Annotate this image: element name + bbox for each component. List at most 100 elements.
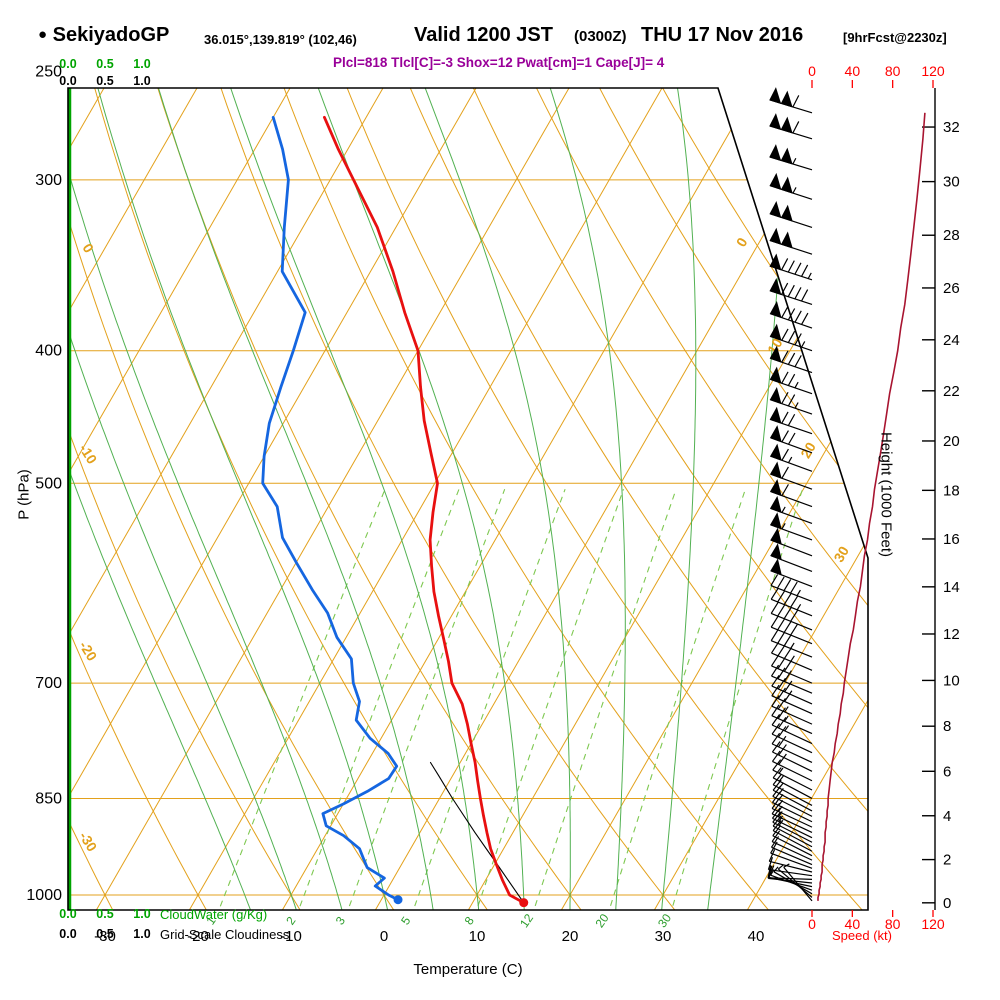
parcel-line xyxy=(429,761,525,904)
svg-text:24: 24 xyxy=(943,332,960,349)
valid-time-utc: (0300Z) xyxy=(574,28,627,45)
pressure-tick-labels: 250 300 400 500 700 850 1000 xyxy=(26,64,62,904)
wind-barbs xyxy=(767,87,813,902)
page-title: ● SekiyadoGP xyxy=(38,24,169,47)
temperature-profile xyxy=(322,115,526,905)
cloud-tick: 0.0 xyxy=(59,74,77,88)
temperature-tick-labels: -30 -20 -10 0 10 20 30 40 xyxy=(94,928,764,945)
valid-time: Valid 1200 JST xyxy=(414,24,553,46)
surface-marker xyxy=(393,895,403,905)
svg-text:250: 250 xyxy=(35,64,62,81)
cloud-tick: 0.5 xyxy=(96,927,114,941)
cloud-tick: 0.0 xyxy=(59,57,77,71)
svg-text:12: 12 xyxy=(517,911,536,930)
cloud-tick: 0.0 xyxy=(59,927,77,941)
cloudwater-scale-bottom: 0.0 0.5 1.0 xyxy=(54,907,156,921)
svg-text:2: 2 xyxy=(943,852,951,869)
cloudwater-axis-title: CloudWater (g/Kg) xyxy=(160,907,268,922)
height-axis-title: Height (1000 Feet) xyxy=(877,431,895,558)
cloud-tick: 0.5 xyxy=(96,74,114,88)
svg-text:120: 120 xyxy=(921,63,945,79)
svg-text:30: 30 xyxy=(943,174,960,191)
svg-text:18: 18 xyxy=(943,482,960,499)
cloud-tick: 0.5 xyxy=(96,57,114,71)
station-name: SekiyadoGP xyxy=(52,24,170,46)
svg-text:4: 4 xyxy=(943,808,951,825)
cloud-tick: 1.0 xyxy=(133,57,151,71)
cloud-tick: 1.0 xyxy=(133,927,151,941)
temperature-axis-title: Temperature (C) xyxy=(413,961,523,978)
svg-text:12: 12 xyxy=(943,626,960,643)
svg-text:8: 8 xyxy=(943,718,951,735)
svg-text:300: 300 xyxy=(35,172,62,189)
svg-text:80: 80 xyxy=(885,916,901,932)
svg-text:-20: -20 xyxy=(187,928,209,945)
svg-text:400: 400 xyxy=(35,343,62,360)
grid-lines xyxy=(68,88,868,910)
svg-text:-30: -30 xyxy=(94,928,116,945)
svg-text:3: 3 xyxy=(333,914,348,928)
svg-text:20: 20 xyxy=(943,433,960,450)
svg-text:26: 26 xyxy=(943,280,960,297)
svg-text:14: 14 xyxy=(943,579,960,596)
svg-text:0: 0 xyxy=(733,235,751,250)
cloud-tick: 1.0 xyxy=(133,907,151,921)
forecast-note: [9hrFcst@2230z] xyxy=(843,30,947,45)
cloudiness-scale-top: 0.0 0.5 1.0 xyxy=(54,74,156,88)
station-bullet-icon: ● xyxy=(38,26,48,43)
svg-text:5: 5 xyxy=(398,914,413,928)
svg-text:500: 500 xyxy=(35,475,62,492)
svg-text:2: 2 xyxy=(283,914,298,928)
pressure-axis-title: P (hPa) xyxy=(15,469,33,520)
svg-text:40: 40 xyxy=(845,63,861,79)
svg-text:20: 20 xyxy=(562,928,579,945)
surface-marker xyxy=(519,898,529,908)
svg-text:10: 10 xyxy=(943,672,960,689)
svg-text:16: 16 xyxy=(943,531,960,548)
svg-text:-10: -10 xyxy=(76,441,100,467)
cloudiness-axis-title: Grid-Scale Cloudiness xyxy=(160,927,290,942)
svg-text:28: 28 xyxy=(943,227,960,244)
svg-text:0: 0 xyxy=(943,895,951,912)
svg-text:30: 30 xyxy=(655,928,672,945)
svg-text:6: 6 xyxy=(943,763,951,780)
svg-text:40: 40 xyxy=(845,916,861,932)
svg-text:0: 0 xyxy=(808,63,816,79)
wind-speed-profile xyxy=(817,112,926,901)
plot-border xyxy=(67,87,869,911)
svg-text:10: 10 xyxy=(764,335,786,357)
svg-text:-30: -30 xyxy=(76,829,100,855)
station-coordinates: 36.015°,139.819° (102,46) xyxy=(204,32,357,47)
cloud-tick: 1.0 xyxy=(133,74,151,88)
svg-text:22: 22 xyxy=(943,383,960,400)
svg-text:30: 30 xyxy=(830,543,852,565)
svg-text:850: 850 xyxy=(35,790,62,807)
svg-text:20: 20 xyxy=(797,439,819,461)
svg-text:-20: -20 xyxy=(76,638,100,664)
cloud-tick: 0.0 xyxy=(59,907,77,921)
valid-date: THU 17 Nov 2016 xyxy=(641,24,804,46)
dewpoint-profile xyxy=(261,115,400,902)
stability-indices: Plcl=818 Tlcl[C]=-3 Shox=12 Pwat[cm]=1 C… xyxy=(333,55,665,70)
svg-text:0: 0 xyxy=(79,240,97,255)
speed-axis-ticks: 0 0 40 40 80 80 120 120 xyxy=(808,63,945,932)
cloudiness-scale-bottom: 0.0 0.5 1.0 xyxy=(54,927,156,941)
svg-text:40: 40 xyxy=(748,928,765,945)
svg-text:8: 8 xyxy=(462,914,477,928)
svg-text:0: 0 xyxy=(380,928,388,945)
svg-text:-10: -10 xyxy=(280,928,302,945)
speed-axis-title: Speed (kt) xyxy=(832,928,892,943)
cloud-tick: 0.5 xyxy=(96,907,114,921)
svg-text:700: 700 xyxy=(35,675,62,692)
svg-text:32: 32 xyxy=(943,119,960,136)
svg-text:10: 10 xyxy=(469,928,486,945)
svg-text:120: 120 xyxy=(921,916,945,932)
svg-text:0: 0 xyxy=(808,916,816,932)
svg-text:1000: 1000 xyxy=(26,887,62,904)
cloudwater-scale-top: 0.0 0.5 1.0 xyxy=(54,57,156,71)
svg-text:20: 20 xyxy=(593,911,612,930)
